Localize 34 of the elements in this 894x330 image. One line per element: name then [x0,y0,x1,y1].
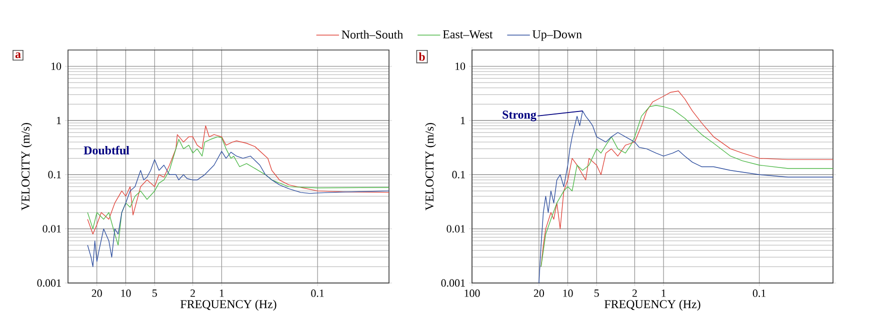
x-tick-label: 1 [220,290,224,297]
y-tick-label: 10 [456,62,466,70]
x-tick-label: 0.1 [752,290,766,297]
legend-label: East–West [442,30,493,38]
x-tick-label: 0.1 [311,290,324,297]
x-tick-label: 5 [594,290,599,297]
y-tick-label: 0.001 [441,279,465,287]
x-tick-label: 20 [534,290,544,297]
x-tick-label: 10 [563,290,573,297]
legend-label: North–South [342,30,403,39]
y-tick-label: 1 [56,116,61,124]
x-tick-label: 2 [632,290,637,297]
x-tick-label: 100 [464,290,480,297]
y-tick-label: 0.1 [452,170,465,178]
y-tick-label: 1 [460,116,465,124]
x-tick-label: 5 [152,290,157,297]
annotation: Strong [502,110,536,122]
x-tick-label: 20 [92,290,102,297]
y-tick-label: 0.1 [48,170,61,178]
x-tick-label: 2 [190,290,195,297]
y-tick-label: 0.01 [42,225,61,233]
x-tick-label: 10 [121,290,131,297]
y-tick-label: 10 [51,62,62,70]
y-axis-title: VELOCITY (m/s) [21,123,32,210]
y-tick-label: 0.01 [446,225,465,233]
chart-title: b [418,52,425,61]
x-axis-title: FREQUENCY (Hz) [180,300,276,311]
chart-title: a [15,52,21,58]
y-axis-title: VELOCITY (m/s) [425,123,436,210]
y-tick-label: 0.001 [37,279,61,287]
legend-label: Up–Down [532,30,582,41]
x-tick-label: 1 [662,290,666,297]
x-axis-title: FREQUENCY (Hz) [604,300,700,311]
annotation: Doubtful [84,146,130,154]
